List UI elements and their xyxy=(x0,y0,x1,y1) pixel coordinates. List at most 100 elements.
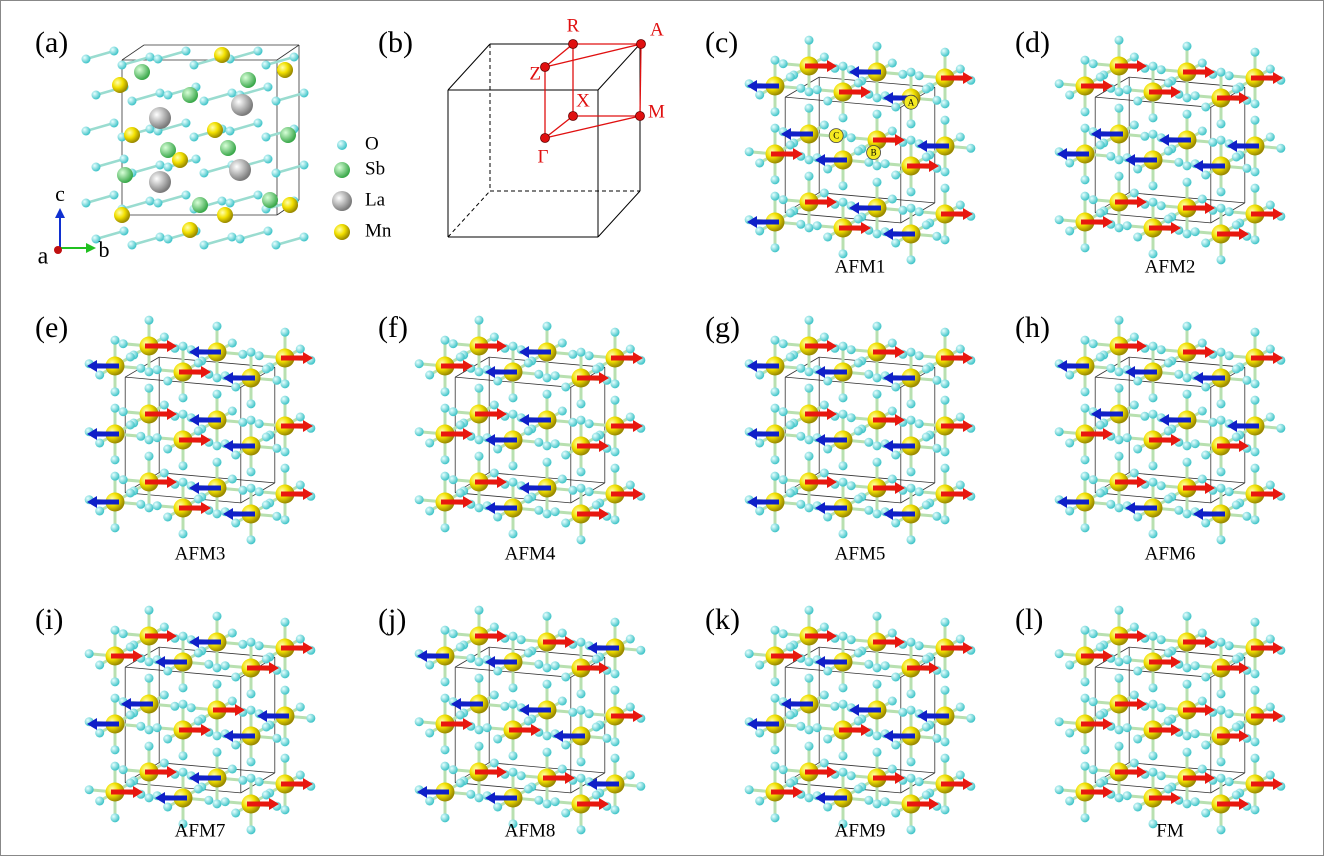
oxygen-atom xyxy=(838,393,848,403)
oxygen-atom xyxy=(181,190,191,200)
spin-arrow-head xyxy=(463,428,473,440)
oxygen-atom xyxy=(796,219,806,229)
oxygen-atom xyxy=(193,716,203,726)
bond xyxy=(203,163,233,175)
oxygen-atom xyxy=(440,471,450,481)
oxygen-atom xyxy=(940,235,950,245)
oxygen-atom xyxy=(755,90,765,100)
oxygen-atom xyxy=(261,500,271,510)
oxygen-atom xyxy=(796,721,806,731)
oxygen-atom xyxy=(1148,249,1158,259)
oxygen-atom xyxy=(838,461,848,471)
oxygen-atom xyxy=(1148,393,1158,403)
oxygen-atom xyxy=(778,339,788,349)
spin-arrow-head xyxy=(463,360,473,372)
crystal xyxy=(84,605,316,835)
brillouin-zone xyxy=(447,39,646,238)
oxygen-atom xyxy=(846,413,856,423)
oxygen-atom xyxy=(542,747,552,757)
oxygen-atom xyxy=(81,54,91,64)
label: (h) xyxy=(1015,311,1050,344)
oxygen-atom xyxy=(261,790,271,800)
oxygen-atom xyxy=(1122,723,1132,733)
oxygen-atom xyxy=(95,660,105,670)
sb-atom xyxy=(160,142,176,158)
spin-arrow-head xyxy=(599,662,609,674)
oxygen-atom xyxy=(263,82,273,92)
la-atom xyxy=(229,159,251,181)
spin-arrow-head xyxy=(497,340,507,352)
oxygen-atom xyxy=(1250,447,1260,457)
oxygen-atom xyxy=(838,819,848,829)
oxygen-atom xyxy=(1231,432,1241,442)
bond xyxy=(121,199,151,211)
bond xyxy=(121,55,151,67)
crystal xyxy=(84,315,316,545)
oxygen-atom xyxy=(591,790,601,800)
spin-arrow-head xyxy=(1137,476,1147,488)
oxygen-atom xyxy=(872,41,882,51)
spin-arrow-head xyxy=(633,710,643,722)
oxygen-atom xyxy=(887,194,897,204)
oxygen-atom xyxy=(1190,729,1200,739)
oxygen-atom xyxy=(906,637,916,647)
oxygen-atom xyxy=(1190,797,1200,807)
oxygen-atom xyxy=(145,196,155,206)
oxygen-atom xyxy=(523,648,533,658)
oxygen-atom xyxy=(523,494,533,504)
oxygen-atom xyxy=(493,802,503,812)
oxygen-atom xyxy=(455,352,465,362)
oxygen-atom xyxy=(755,158,765,168)
spin-arrow-head xyxy=(497,408,507,420)
oxygen-atom xyxy=(819,400,829,410)
oxygen-atom xyxy=(1065,90,1075,100)
spin-arrow-head xyxy=(189,636,199,648)
label: C xyxy=(833,131,839,141)
oxygen-atom xyxy=(193,648,203,658)
oxygen-atom xyxy=(136,721,146,731)
oxygen-atom xyxy=(1242,375,1252,385)
oxygen-atom xyxy=(770,625,780,635)
label: Γ xyxy=(538,146,549,167)
oxygen-atom xyxy=(1114,503,1124,513)
crystal xyxy=(414,605,646,835)
oxygen-atom xyxy=(474,741,484,751)
oxygen-atom xyxy=(770,175,780,185)
spin-arrow-head xyxy=(87,718,97,730)
oxygen-atom xyxy=(1080,55,1090,65)
oxygen-atom xyxy=(823,164,833,174)
bz-point xyxy=(635,111,645,121)
oxygen-atom xyxy=(796,363,806,373)
oxygen-atom xyxy=(610,753,620,763)
oxygen-atom xyxy=(778,59,788,69)
oxygen-atom xyxy=(1201,740,1211,750)
oxygen-atom xyxy=(263,226,273,236)
label: AFM8 xyxy=(505,820,556,841)
label: (e) xyxy=(35,311,68,344)
oxygen-atom xyxy=(542,321,552,331)
label: (d) xyxy=(1015,26,1050,59)
label: (k) xyxy=(705,603,740,636)
oxygen-atom xyxy=(1163,78,1173,88)
oxygen-atom xyxy=(1265,412,1275,422)
oxygen-atom xyxy=(1088,765,1098,775)
oxygen-atom xyxy=(906,347,916,357)
oxygen-atom xyxy=(1156,481,1166,491)
oxygen-atom xyxy=(755,660,765,670)
oxygen-atom xyxy=(610,447,620,457)
spin-arrow-head xyxy=(781,698,791,710)
legend-swatch xyxy=(332,191,352,211)
spin-arrow-head xyxy=(963,352,973,364)
spin-arrow-head xyxy=(519,704,529,716)
oxygen-atom xyxy=(246,399,256,409)
oxygen-atom xyxy=(1133,232,1143,242)
spin-arrow-head xyxy=(963,420,973,432)
oxygen-atom xyxy=(1080,455,1090,465)
oxygen-atom xyxy=(246,637,256,647)
spin-arrow-head xyxy=(599,440,609,452)
oxygen-atom xyxy=(872,747,882,757)
oxygen-atom xyxy=(152,723,162,733)
oxygen-atom xyxy=(887,338,897,348)
mn-atom xyxy=(217,207,233,223)
oxygen-atom xyxy=(785,710,795,720)
